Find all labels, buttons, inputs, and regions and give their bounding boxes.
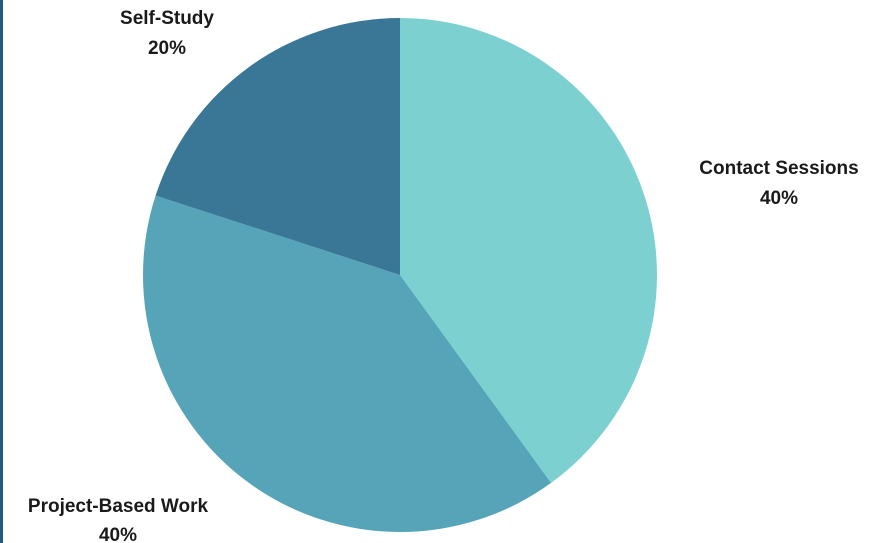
- pie-slice-contact-sessions: [400, 18, 657, 483]
- slice-label-project-based-work: Project-Based Work: [28, 496, 209, 517]
- pie-labels: Contact Sessions 40% Project-Based Work 40%…: [28, 8, 859, 543]
- pie-slices: [143, 18, 657, 532]
- left-border: [0, 0, 3, 543]
- slice-value-contact-sessions: 40%: [760, 188, 798, 209]
- slice-label-contact-sessions: Contact Sessions: [699, 158, 858, 179]
- slice-value-project-based-work: 40%: [99, 525, 137, 543]
- slice-value-self-study: 20%: [148, 38, 186, 59]
- pie-slice-project-based-work: [143, 195, 552, 532]
- slice-label-self-study: Self-Study: [120, 8, 214, 29]
- pie-slice-self-study: [155, 18, 400, 275]
